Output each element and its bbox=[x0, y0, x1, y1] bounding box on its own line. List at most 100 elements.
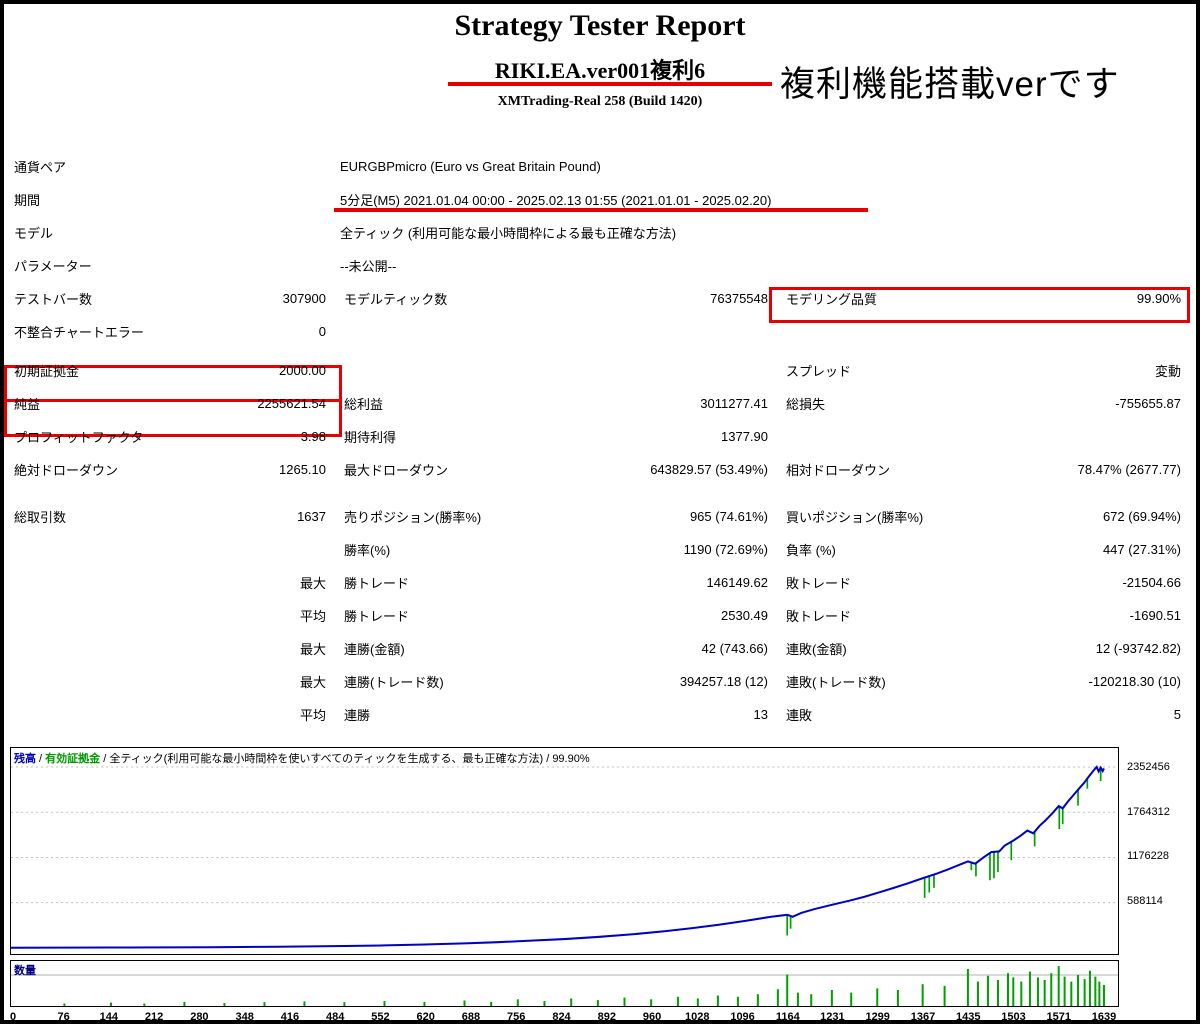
stats-row: 総取引数 1637 売りポジション(勝率%) 965 (74.61%) 買いポジション(… bbox=[6, 500, 1190, 533]
stat-value: 平均 bbox=[299, 609, 326, 624]
info-value: 5分足(M5) 2021.01.04 00:00 - 2025.02.13 01… bbox=[340, 193, 772, 208]
stats-row: 不整合チャートエラー 0 bbox=[6, 315, 1190, 348]
legend-separator: / bbox=[36, 753, 46, 765]
balance-chart-svg bbox=[11, 765, 1118, 949]
stat-value: 394257.18 (12) bbox=[679, 674, 768, 689]
stat-value: 672 (69.94%) bbox=[1102, 509, 1181, 524]
volume-chart-svg bbox=[11, 966, 1118, 1006]
info-row: パラメーター --未公開-- bbox=[6, 249, 1190, 282]
stats-row: 最大 勝トレード 146149.62 敗トレード -21504.66 bbox=[6, 566, 1190, 599]
stat-value: 最大 bbox=[299, 675, 326, 690]
stats-row: 初期証拠金 2000.00 スプレッド 変動 bbox=[6, 354, 1190, 387]
stat-value: 13 bbox=[753, 707, 768, 722]
stats-section: 初期証拠金 2000.00 スプレッド 変動 純益 2255621.54 総利益 301127… bbox=[6, 354, 1190, 486]
stat-value: 3.98 bbox=[300, 429, 326, 444]
x-axis-tick: 688 bbox=[461, 1011, 481, 1023]
stat-label: 連敗 bbox=[786, 708, 813, 723]
x-axis-tick: 1299 bbox=[865, 1011, 890, 1023]
info-value: 全ティック (利用可能な最小時間枠による最も正確な方法) bbox=[340, 226, 677, 241]
stat-value: 2000.00 bbox=[279, 363, 326, 378]
balance-chart: 残高 / 有効証拠金 / 全ティック(利用可能な最小時間枠を使いすべてのティック… bbox=[10, 747, 1119, 955]
stat-value: 0 bbox=[318, 324, 326, 339]
stat-label: 買いポジション(勝率%) bbox=[786, 510, 924, 525]
x-axis-tick: 892 bbox=[597, 1011, 616, 1023]
x-axis-tick: 1367 bbox=[910, 1011, 936, 1023]
stat-label: 勝トレード bbox=[344, 609, 410, 624]
legend-separator: / bbox=[100, 753, 110, 765]
y-axis-tick: 2352456 bbox=[1127, 760, 1170, 773]
stat-value: 1265.10 bbox=[279, 462, 326, 477]
stat-label: スプレッド bbox=[786, 364, 852, 379]
stat-label: 初期証拠金 bbox=[14, 364, 80, 379]
stat-value: 76375548 bbox=[710, 291, 768, 306]
stat-value: 307900 bbox=[282, 291, 326, 306]
x-axis-tick: 1435 bbox=[955, 1011, 981, 1023]
stat-label: 負率 (%) bbox=[786, 543, 836, 558]
x-axis-tick: 1096 bbox=[730, 1011, 755, 1023]
x-axis-tick: 620 bbox=[416, 1011, 435, 1023]
stat-value: 最大 bbox=[299, 576, 326, 591]
stats-table: テストバー数 307900 モデルティック数 76375548 モデリング品質 99.90… bbox=[6, 282, 1190, 731]
stat-label: 連勝(金額) bbox=[344, 642, 405, 657]
y-axis-tick: 1764312 bbox=[1127, 805, 1170, 818]
server-build-info: XMTrading-Real 258 (Build 1420) bbox=[497, 94, 703, 109]
x-axis-tick: 280 bbox=[190, 1011, 209, 1023]
stat-value: 146149.62 bbox=[706, 575, 768, 590]
volume-chart: 数量 bbox=[10, 960, 1119, 1007]
legend-separator: / bbox=[543, 753, 553, 765]
stat-label: 期待利得 bbox=[344, 430, 397, 445]
info-label: モデル bbox=[14, 226, 54, 241]
stat-label: 総利益 bbox=[344, 397, 384, 412]
x-axis-tick: 1028 bbox=[685, 1011, 710, 1023]
ea-name-subtitle: RIKI.EA.ver001複利6 bbox=[494, 58, 706, 83]
red-underline-period bbox=[334, 208, 868, 212]
stat-value: 12 (-93742.82) bbox=[1095, 641, 1181, 656]
stat-label: 敗トレード bbox=[786, 576, 852, 591]
chart-area: 残高 / 有効証拠金 / 全ティック(利用可能な最小時間枠を使いすべてのティック… bbox=[9, 747, 1196, 1023]
legend-quality-label: 99.90% bbox=[552, 753, 590, 765]
stat-value: 965 (74.61%) bbox=[689, 509, 768, 524]
info-row: モデル 全ティック (利用可能な最小時間枠による最も正確な方法) bbox=[6, 216, 1190, 249]
y-axis-labels: 2352456 1764312 1176228 588114 bbox=[1127, 747, 1195, 955]
stat-label: プロフィットファクタ bbox=[14, 430, 144, 445]
red-box-modeling-quality bbox=[769, 287, 1190, 323]
x-axis-tick: 1639 bbox=[1091, 1011, 1117, 1023]
stat-label: 不整合チャートエラー bbox=[14, 325, 144, 340]
stats-section: テストバー数 307900 モデルティック数 76375548 モデリング品質 99.90… bbox=[6, 282, 1190, 348]
stats-row: 最大 連勝(トレード数) 394257.18 (12) 連敗(トレード数) -12021… bbox=[6, 665, 1190, 698]
stat-value: -120218.30 (10) bbox=[1088, 674, 1181, 689]
x-axis-tick: 212 bbox=[144, 1011, 164, 1023]
stat-label: 勝率(%) bbox=[344, 543, 391, 558]
x-axis-tick: 0 bbox=[9, 1011, 17, 1023]
stats-section: 総取引数 1637 売りポジション(勝率%) 965 (74.61%) 買いポジション(… bbox=[6, 500, 1190, 731]
stat-value: 78.47% (2677.77) bbox=[1077, 462, 1181, 477]
stat-value: 42 (743.66) bbox=[701, 641, 769, 656]
stat-label: モデリング品質 bbox=[786, 292, 878, 307]
stats-row: 純益 2255621.54 総利益 3011277.41 総損失 -755655.87 bbox=[6, 387, 1190, 420]
stat-label: 絶対ドローダウン bbox=[14, 463, 119, 478]
x-axis-tick: 756 bbox=[507, 1011, 526, 1023]
x-axis-tick: 1164 bbox=[775, 1011, 800, 1023]
info-value: --未公開-- bbox=[340, 259, 397, 274]
info-label: 通貨ペア bbox=[14, 160, 67, 175]
stat-label: 純益 bbox=[14, 397, 41, 412]
stat-value: 最大 bbox=[299, 642, 326, 657]
stat-label: 売りポジション(勝率%) bbox=[344, 510, 482, 525]
stats-row: 最大 連勝(金額) 42 (743.66) 連敗(金額) 12 (-93742.82) bbox=[6, 632, 1190, 665]
info-label: パラメーター bbox=[14, 259, 92, 274]
x-axis-tick: 416 bbox=[280, 1011, 300, 1023]
stats-row: 平均 連勝 13 連敗 5 bbox=[6, 698, 1190, 731]
legend-equity-label: 有効証拠金 bbox=[45, 753, 101, 765]
stat-value: 1190 (72.69%) bbox=[683, 542, 768, 557]
legend-model-label: 全ティック(利用可能な最小時間枠を使いすべてのティックを生成する、最も正確な方法… bbox=[109, 753, 544, 765]
stats-row: 絶対ドローダウン 1265.10 最大ドローダウン 643829.57 (53.49%… bbox=[6, 453, 1190, 486]
stat-label: 総取引数 bbox=[14, 510, 67, 525]
legend-balance-label: 残高 bbox=[14, 753, 36, 765]
stat-label: 連勝 bbox=[344, 708, 371, 723]
x-axis-labels: 0 76 144 212 280 348 416 484 552 620 688 756 824 892 9… bbox=[9, 1010, 1119, 1023]
stat-label: 連敗(トレード数) bbox=[786, 675, 886, 690]
stat-label: 勝トレード bbox=[344, 576, 410, 591]
stat-label: 連勝(トレード数) bbox=[344, 675, 444, 690]
stat-label: 総損失 bbox=[786, 397, 826, 412]
